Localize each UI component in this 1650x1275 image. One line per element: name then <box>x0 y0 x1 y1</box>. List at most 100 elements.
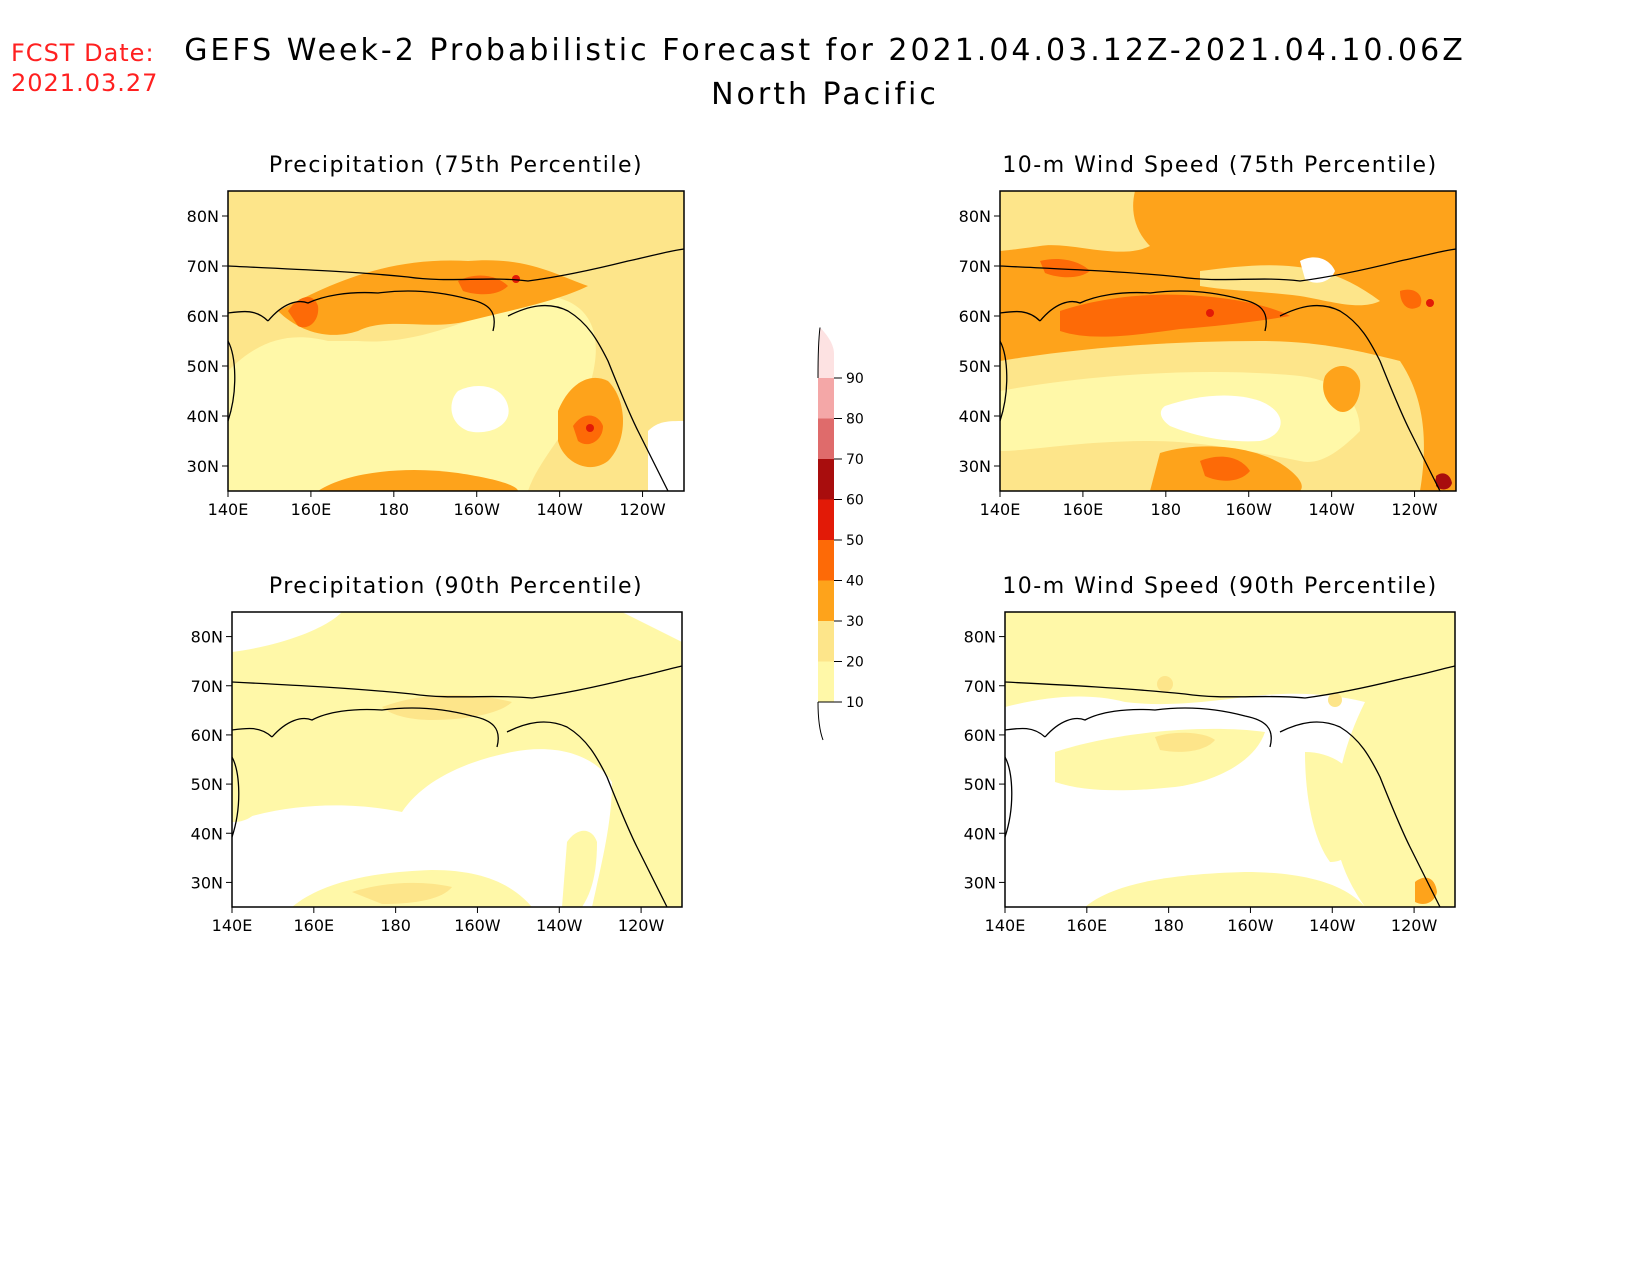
lat-tick-label: 70N <box>959 257 991 276</box>
map-frame <box>1004 611 1456 908</box>
lat-tick-label: 70N <box>964 677 996 696</box>
lon-tick-label: 140W <box>536 916 583 935</box>
map-frame <box>231 611 683 908</box>
lon-tick-label: 160E <box>1063 500 1104 519</box>
lon-tick-label: 180 <box>379 500 410 519</box>
lon-tick-label: 120W <box>618 916 665 935</box>
map-panel-precip-75: 80N 70N 60N 50N 40N 30N 140E 160E 180 160W 140W 120… <box>187 190 685 519</box>
lat-tick-label: 40N <box>187 407 219 426</box>
lon-tick-label: 140W <box>1308 500 1355 519</box>
map-frame <box>999 190 1457 492</box>
coastline <box>227 248 685 492</box>
lon-tick-label: 140E <box>980 500 1021 519</box>
lat-tick-label: 60N <box>191 726 223 745</box>
shade-30-40 <box>1415 877 1437 904</box>
colorbar-label: 50 <box>846 533 864 549</box>
colorbar: 10 20 30 40 50 60 70 80 90 <box>817 327 864 741</box>
colorbar-top-edge <box>817 327 821 379</box>
lat-tick-label: 30N <box>187 457 219 476</box>
panel-title-precip-90: Precipitation (90th Percentile) <box>268 574 644 599</box>
main-title: GEFS Week-2 Probabilistic Forecast for 2… <box>184 33 1466 68</box>
lon-tick-label: 160W <box>1227 916 1274 935</box>
lat-tick-label: 80N <box>187 207 219 226</box>
colorbar-swatch <box>818 327 834 378</box>
colorbar-swatch <box>818 378 834 419</box>
lat-tick-label: 30N <box>959 457 991 476</box>
map-panel-wind-90: 80N 70N 60N 50N 40N 30N 140E 160E 180 160W 140W 120… <box>964 611 1456 935</box>
lon-tick-label: 140E <box>985 916 1026 935</box>
lat-tick-label: 80N <box>964 628 996 647</box>
lon-tick-label: 140W <box>536 500 583 519</box>
colorbar-label: 10 <box>846 695 864 711</box>
map-frame <box>227 190 685 492</box>
lat-tick-label: 60N <box>187 307 219 326</box>
lat-tick-label: 80N <box>191 628 223 647</box>
panel-title-wind-75: 10-m Wind Speed (75th Percentile) <box>1002 153 1438 178</box>
colorbar-label: 30 <box>846 614 864 630</box>
colorbar-swatch <box>818 540 834 581</box>
colorbar-swatch <box>818 621 834 662</box>
colorbar-label: 90 <box>846 371 864 387</box>
map-panel-precip-90: 80N 70N 60N 50N 40N 30N 140E 160E 180 160W 140W 120… <box>191 611 683 935</box>
colorbar-swatch <box>818 459 834 500</box>
lat-tick-label: 50N <box>964 775 996 794</box>
lat-tick-label: 30N <box>964 873 996 892</box>
shade-60-70 <box>1436 473 1452 490</box>
lat-tick-label: 80N <box>959 207 991 226</box>
lat-tick-label: 50N <box>187 357 219 376</box>
colorbar-swatch <box>818 580 834 621</box>
lat-tick-label: 40N <box>964 824 996 843</box>
forecast-date-block: FCST Date: 2021.03.27 <box>11 38 158 98</box>
lon-tick-label: 120W <box>619 500 666 519</box>
lat-tick-label: 60N <box>964 726 996 745</box>
lat-tick-label: 60N <box>959 307 991 326</box>
lon-tick-label: 180 <box>380 916 411 935</box>
lat-tick-label: 50N <box>191 775 223 794</box>
panel-title-wind-90: 10-m Wind Speed (90th Percentile) <box>1002 574 1438 599</box>
colorbar-tail <box>817 701 834 741</box>
colorbar-label: 40 <box>846 574 864 590</box>
lat-tick-label: 30N <box>191 873 223 892</box>
lat-tick-label: 70N <box>191 677 223 696</box>
lon-tick-label: 140W <box>1309 916 1356 935</box>
coastline <box>999 248 1457 492</box>
lon-tick-label: 180 <box>1153 916 1184 935</box>
lat-tick-label: 70N <box>187 257 219 276</box>
forecast-date-label: FCST Date: <box>11 39 155 67</box>
shade-20-30 <box>228 296 596 491</box>
lon-tick-label: 160E <box>293 916 334 935</box>
lon-tick-label: 180 <box>1151 500 1182 519</box>
colorbar-swatch <box>818 661 834 702</box>
coastline <box>231 665 683 908</box>
lon-tick-label: 140E <box>212 916 253 935</box>
colorbar-label: 60 <box>846 493 864 509</box>
shade-40-50 <box>1040 259 1422 481</box>
colorbar-label: 20 <box>846 655 864 671</box>
shade-10-20 <box>451 386 684 491</box>
lon-tick-label: 160W <box>454 500 501 519</box>
lat-tick-label: 50N <box>959 357 991 376</box>
forecast-date-value: 2021.03.27 <box>11 69 159 97</box>
lon-tick-label: 120W <box>1391 916 1438 935</box>
colorbar-label: 80 <box>846 412 864 428</box>
shade-20-30 <box>1155 676 1342 752</box>
shade-10-20-inner <box>1055 728 1365 907</box>
lon-tick-label: 160W <box>1226 500 1273 519</box>
lon-tick-label: 160W <box>454 916 501 935</box>
coastline <box>1004 665 1456 908</box>
panel-title-precip-75: Precipitation (75th Percentile) <box>268 153 644 178</box>
lon-tick-label: 120W <box>1391 500 1438 519</box>
lon-tick-label: 160E <box>291 500 332 519</box>
shade-40-50 <box>288 275 603 445</box>
lat-tick-label: 40N <box>191 824 223 843</box>
shade-20-30 <box>352 695 512 904</box>
colorbar-swatch <box>818 499 834 540</box>
lat-tick-label: 40N <box>959 407 991 426</box>
lon-tick-label: 140E <box>208 500 249 519</box>
shade-50-60 <box>512 275 594 432</box>
colorbar-label: 70 <box>846 452 864 468</box>
colorbar-swatch <box>818 418 834 459</box>
map-panel-wind-75: 80N 70N 60N 50N 40N 30N 140E 160E 180 160W 140W 120… <box>959 190 1457 519</box>
lon-tick-label: 160E <box>1066 916 1107 935</box>
shade-0-10 <box>232 612 682 907</box>
